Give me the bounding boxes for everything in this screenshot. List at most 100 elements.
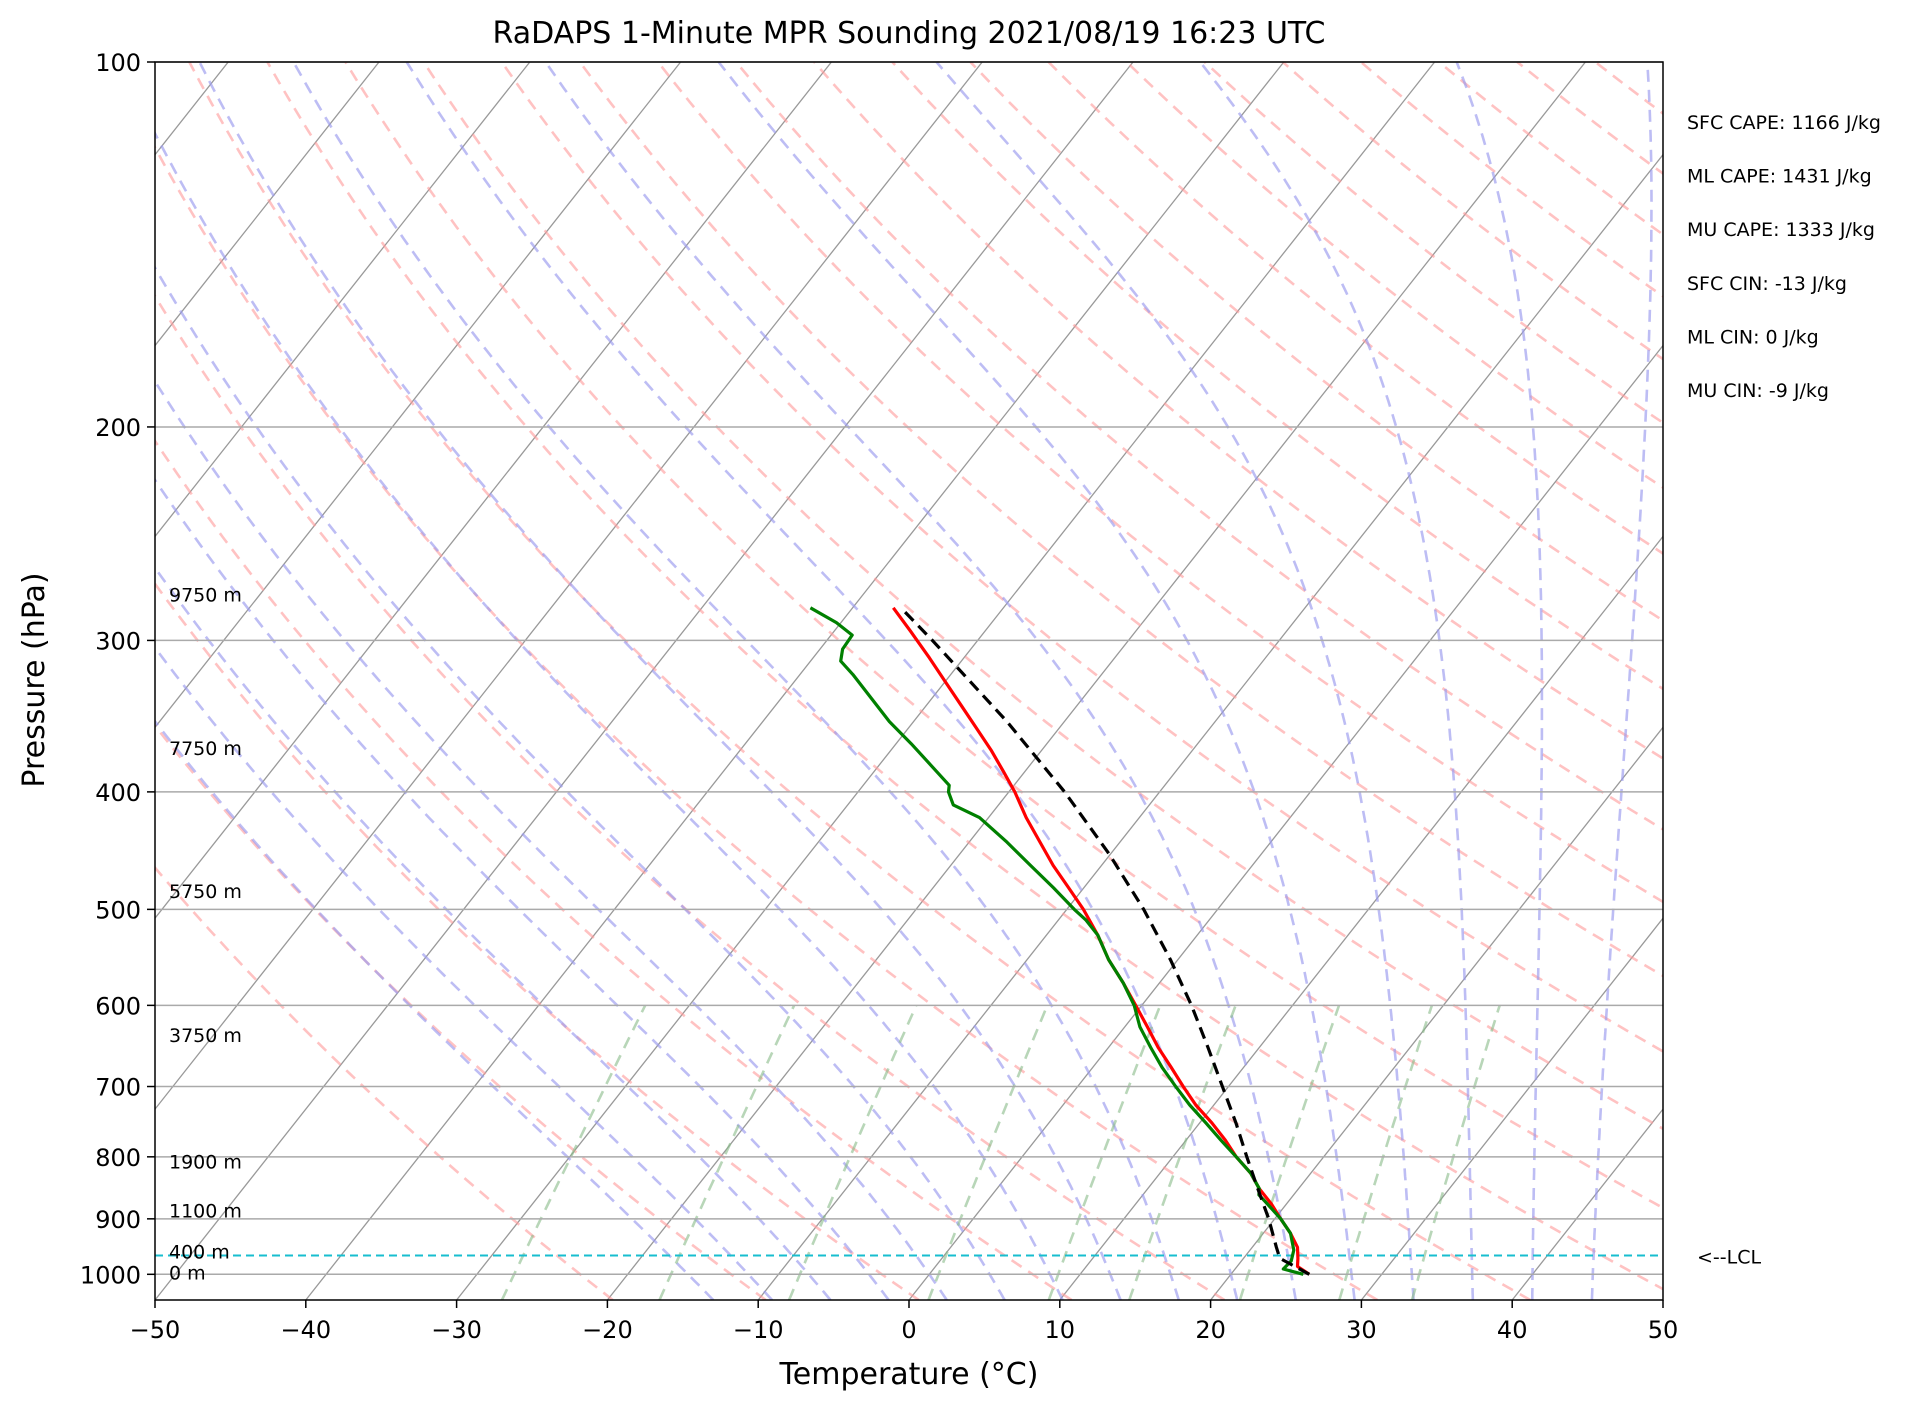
plot-frame — [154, 61, 1664, 1301]
moist-adiabat-line — [155, 477, 890, 1300]
dry-adiabat-line — [422, 62, 1663, 1131]
dry-adiabat-line — [1516, 62, 1663, 176]
parcel-profile-line — [899, 606, 1311, 1276]
stability-index-text: MU CAPE: 1333 J/kg — [1687, 219, 1875, 241]
isotherm-line — [155, 62, 682, 729]
lcl-marker: <--LCL — [155, 1247, 1761, 1269]
y-tick-label: 200 — [95, 414, 141, 442]
x-axis-ticks: −50 −40 −30 −20 −10 0 10 20 30 40 50 — [130, 1300, 1679, 1344]
dry-adiabat-line — [188, 62, 1531, 1300]
mixing-ratio-line — [787, 1004, 918, 1300]
pressure-gridlines — [155, 61, 1663, 1276]
x-axis-label: Temperature (°C) — [779, 1357, 1039, 1392]
dry-adiabat-line — [1673, 62, 1925, 1300]
x-tick-label: 10 — [1045, 1316, 1076, 1344]
moist-adiabat-line — [405, 62, 1239, 1300]
sounding-profiles — [809, 606, 1311, 1276]
moist-adiabat-line — [155, 130, 1064, 1300]
dry-adiabat-line — [155, 144, 1379, 1300]
x-tick-label: 40 — [1497, 1316, 1528, 1344]
dry-adiabat-line — [813, 62, 1663, 760]
moist-adiabat-line — [935, 62, 1415, 1300]
mixing-ratio-line — [1238, 1004, 1341, 1300]
isotherm-line — [155, 62, 983, 1111]
height-label: 1900 m — [169, 1151, 242, 1173]
height-label: 0 m — [169, 1263, 206, 1285]
dry-adiabat-line — [1752, 62, 1925, 1300]
height-label: 9750 m — [169, 585, 242, 607]
isotherm-line — [305, 62, 1285, 1300]
mixing-ratio-line — [1047, 1004, 1162, 1300]
height-label: 400 m — [169, 1242, 230, 1264]
dry-adiabat-line — [1125, 62, 1663, 490]
y-tick-label: 1000 — [80, 1261, 141, 1289]
lcl-label: <--LCL — [1697, 1247, 1761, 1269]
isotherm-line — [908, 344, 1663, 1300]
x-tick-label: −30 — [431, 1316, 482, 1344]
dry-adiabat-line — [1438, 62, 1663, 237]
height-label: 7750 m — [169, 738, 242, 760]
mixing-ratio-line — [1338, 1004, 1434, 1300]
isotherm-line — [1511, 1108, 1663, 1300]
y-tick-label: 300 — [95, 627, 141, 655]
dry-adiabat-line — [578, 62, 1663, 978]
stability-index-text: MU CIN: -9 J/kg — [1687, 380, 1829, 402]
moist-adiabat-line — [155, 265, 1006, 1300]
isotherm-line — [155, 62, 832, 920]
y-tick-label: 100 — [95, 49, 141, 77]
isotherm-line — [155, 62, 1134, 1300]
dry-adiabat-line — [1281, 62, 1663, 361]
moist-adiabat-line — [717, 62, 1356, 1300]
moist-adiabat-line — [155, 719, 715, 1300]
chart-title: RaDAPS 1-Minute MPR Sounding 2021/08/19 … — [493, 16, 1326, 51]
y-axis-label: Pressure (hPa) — [17, 572, 52, 787]
isotherm-line — [1059, 535, 1663, 1300]
moist-adiabat-line — [155, 378, 948, 1300]
stability-index-text: SFC CAPE: 1166 J/kg — [1687, 112, 1881, 134]
dry-adiabat-line — [155, 438, 1073, 1300]
mixing-ratio-line — [1410, 1005, 1501, 1300]
x-tick-label: −20 — [582, 1316, 633, 1344]
stability-index-text: SFC CIN: -13 J/kg — [1687, 273, 1847, 295]
dry-adiabat-line — [266, 62, 1663, 1291]
moist-adiabat-line — [1590, 62, 1653, 1300]
moist-adiabat-line — [1455, 62, 1544, 1300]
mixing-ratio-line — [658, 1004, 796, 1300]
height-label: 3750 m — [169, 1025, 242, 1047]
height-labels: 9750 m 7750 m 5750 m 3750 m 1900 m 1100 m 400 … — [169, 585, 242, 1285]
stability-index-text: ML CIN: 0 J/kg — [1687, 326, 1819, 348]
height-label: 5750 m — [169, 881, 242, 903]
dry-adiabat-line — [735, 62, 1663, 831]
moist-adiabat-line — [155, 645, 774, 1300]
isotherm-line — [1814, 62, 1925, 1300]
dry-adiabat-line — [500, 62, 1663, 1053]
dry-adiabat-line — [969, 62, 1663, 623]
y-axis-ticks: 100 200 300 400 500 600 700 800 900 1000 — [80, 49, 155, 1289]
x-tick-label: −50 — [130, 1316, 181, 1344]
isotherm-line — [155, 62, 380, 347]
moist-adiabat-line — [292, 62, 1181, 1300]
dry-adiabat-line — [1360, 62, 1663, 298]
moist-adiabat-line — [198, 62, 1122, 1300]
mixing-ratio-line — [927, 1004, 1049, 1300]
x-tick-label: −40 — [280, 1316, 331, 1344]
stability-index-text: ML CAPE: 1431 J/kg — [1687, 166, 1872, 188]
isotherm-line — [1662, 1298, 1663, 1300]
dry-adiabat-line — [1203, 62, 1663, 425]
y-tick-label: 600 — [95, 992, 141, 1020]
stability-indices: SFC CAPE: 1166 J/kg ML CAPE: 1431 J/kg MU … — [1687, 112, 1881, 402]
isotherm-line — [1210, 726, 1663, 1300]
x-tick-label: 0 — [901, 1316, 916, 1344]
isotherm-line — [1360, 917, 1663, 1300]
isotherm-line — [155, 62, 531, 538]
dry-adiabat-line — [1047, 62, 1663, 556]
dry-adiabat-line — [1830, 62, 1925, 1300]
dry-adiabat-line — [155, 723, 767, 1300]
isotherm-line — [757, 153, 1663, 1300]
dry-adiabat-line — [891, 62, 1663, 691]
y-tick-label: 800 — [95, 1144, 141, 1172]
y-tick-label: 400 — [95, 779, 141, 807]
height-label: 1100 m — [169, 1201, 242, 1223]
x-tick-label: 50 — [1648, 1316, 1679, 1344]
